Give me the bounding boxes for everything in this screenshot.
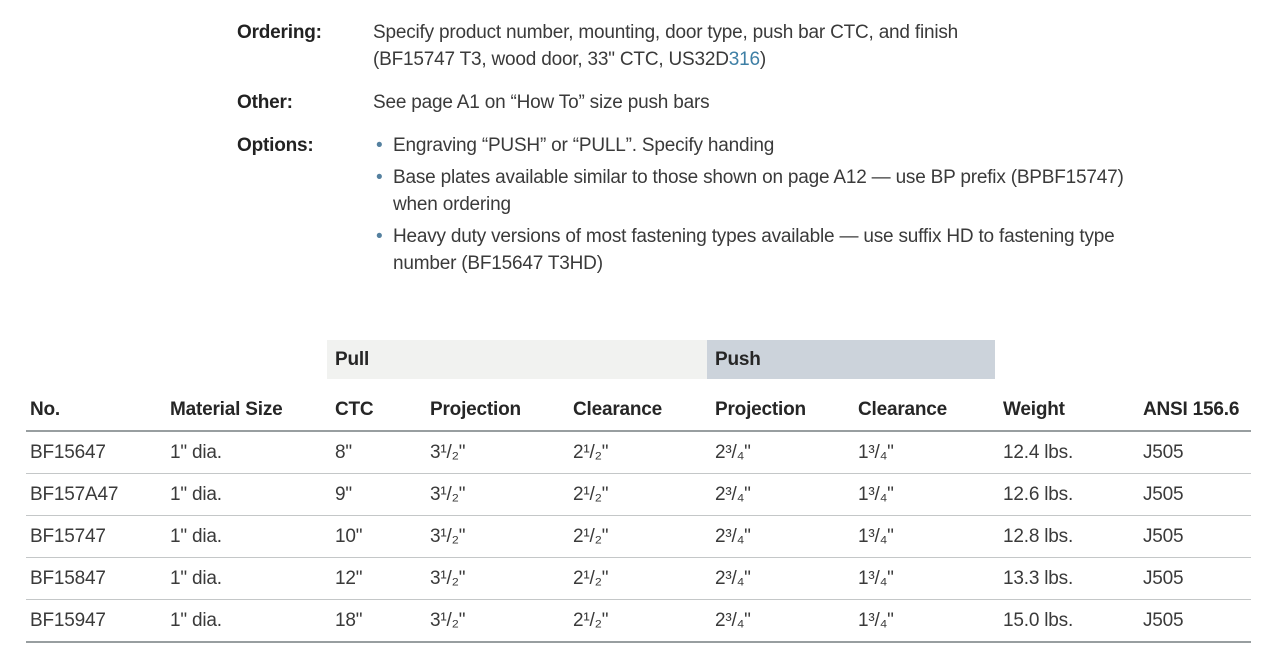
col-header-push-projection: Projection: [707, 379, 850, 432]
column-header-row: No. Material Size CTC Projection Clearan…: [26, 379, 1251, 432]
cell-weight: 12.6 lbs.: [995, 473, 1135, 516]
cell-ansi: J505: [1135, 473, 1251, 516]
table-row: BF15947 1" dia. 18" 3¹/₂" 2¹/₂" 2³/₄" 1³…: [26, 599, 1251, 643]
cell-pull-projection: 3¹/₂": [422, 473, 565, 516]
cell-push-clearance: 1³/₄": [850, 473, 995, 516]
cell-product-no: BF15947: [26, 599, 166, 643]
option-item-engraving: • Engraving “PUSH” or “PULL”. Specify ha…: [373, 132, 1128, 159]
col-header-material-size: Material Size: [166, 379, 327, 432]
cell-ctc: 10": [327, 515, 422, 558]
cell-weight: 13.3 lbs.: [995, 557, 1135, 600]
option-item-base-plates: • Base plates available similar to those…: [373, 164, 1128, 218]
col-header-weight: Weight: [995, 379, 1135, 432]
ordering-line-1: Specify product number, mounting, door t…: [373, 22, 959, 43]
cell-push-projection: 2³/₄": [707, 599, 850, 643]
cell-ansi: J505: [1135, 431, 1251, 474]
cell-ansi: J505: [1135, 599, 1251, 643]
ordering-label: Ordering:: [237, 22, 322, 43]
cell-pull-clearance: 2¹/₂": [565, 431, 707, 474]
cell-product-no: BF15747: [26, 515, 166, 558]
option-text: Engraving “PUSH” or “PULL”. Specify hand…: [393, 135, 775, 156]
col-header-pull-projection: Projection: [422, 379, 565, 432]
cell-push-clearance: 1³/₄": [850, 599, 995, 643]
cell-push-projection: 2³/₄": [707, 515, 850, 558]
cell-push-projection: 2³/₄": [707, 431, 850, 474]
col-header-push-clearance: Clearance: [850, 379, 995, 432]
cell-push-clearance: 1³/₄": [850, 557, 995, 600]
col-header-ctc: CTC: [327, 379, 422, 432]
options-label: Options:: [237, 135, 314, 156]
cell-pull-projection: 3¹/₂": [422, 431, 565, 474]
cell-ctc: 9": [327, 473, 422, 516]
cell-material-size: 1" dia.: [166, 431, 327, 474]
table-row: BF15647 1" dia. 8" 3¹/₂" 2¹/₂" 2³/₄" 1³/…: [26, 431, 1251, 474]
cell-push-clearance: 1³/₄": [850, 431, 995, 474]
spec-table: Pull Push No. Material Size CTC Projecti…: [26, 340, 1251, 643]
col-header-ansi: ANSI 156.6: [1135, 379, 1251, 432]
cell-ansi: J505: [1135, 557, 1251, 600]
cell-pull-clearance: 2¹/₂": [565, 557, 707, 600]
group-header-row: Pull Push: [26, 340, 1251, 379]
table-row: BF157A47 1" dia. 9" 3¹/₂" 2¹/₂" 2³/₄" 1³…: [26, 473, 1251, 516]
push-group-header: Push: [707, 340, 995, 379]
cell-weight: 15.0 lbs.: [995, 599, 1135, 643]
cell-push-projection: 2³/₄": [707, 473, 850, 516]
ordering-example-post: ): [759, 49, 767, 70]
cell-product-no: BF15647: [26, 431, 166, 474]
cell-pull-projection: 3¹/₂": [422, 557, 565, 600]
bullet-icon: •: [376, 135, 383, 156]
cell-pull-clearance: 2¹/₂": [565, 515, 707, 558]
cell-material-size: 1" dia.: [166, 473, 327, 516]
cell-ctc: 12": [327, 557, 422, 600]
option-text: Heavy duty versions of most fastening ty…: [393, 226, 1115, 274]
table-row: BF15747 1" dia. 10" 3¹/₂" 2¹/₂" 2³/₄" 1³…: [26, 515, 1251, 558]
cell-pull-projection: 3¹/₂": [422, 515, 565, 558]
finish-code-accent: 316: [728, 49, 760, 70]
col-header-no: No.: [26, 379, 166, 432]
cell-ctc: 18": [327, 599, 422, 643]
cell-ctc: 8": [327, 431, 422, 474]
option-text: Base plates available similar to those s…: [393, 167, 1124, 215]
bullet-icon: •: [376, 226, 383, 247]
pull-group-header: Pull: [327, 340, 707, 379]
col-header-pull-clearance: Clearance: [565, 379, 707, 432]
ordering-line-2: (BF15747 T3, wood door, 33" CTC, US32D31…: [373, 46, 958, 73]
cell-pull-clearance: 2¹/₂": [565, 599, 707, 643]
other-text: See page A1 on “How To” size push bars: [373, 92, 710, 113]
cell-material-size: 1" dia.: [166, 515, 327, 558]
cell-pull-clearance: 2¹/₂": [565, 473, 707, 516]
other-label: Other:: [237, 92, 293, 113]
cell-product-no: BF157A47: [26, 473, 166, 516]
cell-push-clearance: 1³/₄": [850, 515, 995, 558]
cell-weight: 12.8 lbs.: [995, 515, 1135, 558]
option-item-heavy-duty: • Heavy duty versions of most fastening …: [373, 223, 1128, 277]
table-row: BF15847 1" dia. 12" 3¹/₂" 2¹/₂" 2³/₄" 1³…: [26, 557, 1251, 600]
cell-ansi: J505: [1135, 515, 1251, 558]
cell-material-size: 1" dia.: [166, 557, 327, 600]
cell-material-size: 1" dia.: [166, 599, 327, 643]
cell-weight: 12.4 lbs.: [995, 431, 1135, 474]
ordering-content: Specify product number, mounting, door t…: [373, 19, 958, 73]
cell-product-no: BF15847: [26, 557, 166, 600]
options-list: • Engraving “PUSH” or “PULL”. Specify ha…: [373, 132, 1128, 282]
ordering-example-pre: (BF15747 T3, wood door, 33" CTC, US32D: [373, 49, 729, 70]
group-spacer: [26, 340, 327, 379]
bullet-icon: •: [376, 167, 383, 188]
cell-pull-projection: 3¹/₂": [422, 599, 565, 643]
group-spacer: [995, 340, 1251, 379]
cell-push-projection: 2³/₄": [707, 557, 850, 600]
